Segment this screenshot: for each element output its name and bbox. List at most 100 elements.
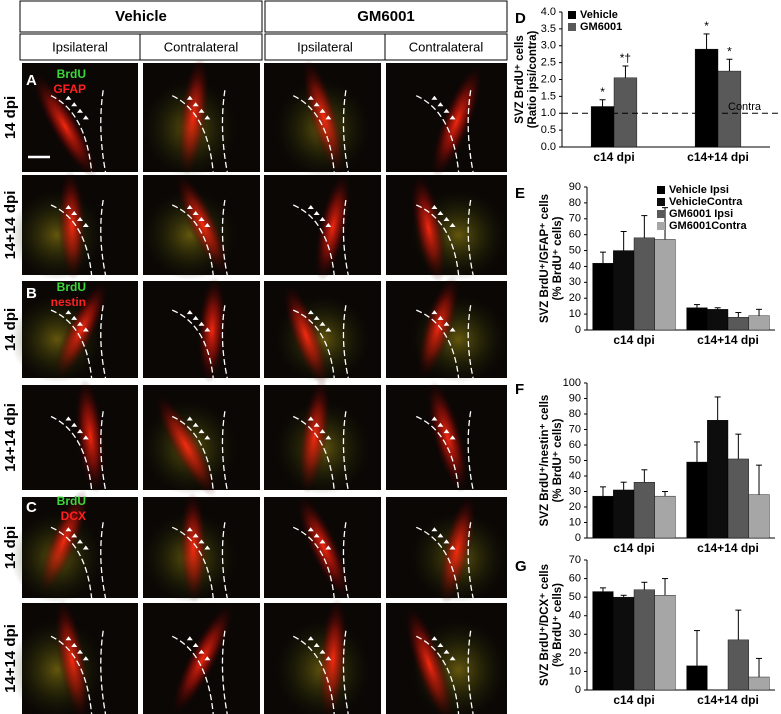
arrowhead	[204, 545, 211, 550]
arrowhead	[192, 211, 199, 215]
ventricle-stain	[155, 395, 217, 497]
ventricle-stain	[57, 170, 86, 281]
panel-letter: F	[515, 381, 524, 398]
y-tick-label: 0.0	[541, 141, 556, 153]
bar	[613, 77, 638, 148]
y-tick-label: 80	[569, 197, 581, 209]
arrowhead	[82, 223, 89, 227]
ventricle-outline	[50, 90, 107, 173]
arrowhead	[186, 205, 193, 209]
y-tick-label: 4.0	[541, 6, 556, 18]
group-header: Vehicle	[115, 8, 167, 25]
bar	[633, 482, 655, 539]
ventricle-outline	[415, 90, 474, 173]
side-header: Contralateral	[409, 39, 484, 54]
arrowhead	[82, 545, 89, 550]
legend-swatch	[568, 23, 576, 31]
arrowhead	[77, 108, 83, 113]
arrowhead	[431, 95, 438, 100]
y-tick-label: 20	[569, 292, 581, 304]
y-tick-label: 1.5	[541, 90, 556, 102]
bar	[748, 676, 770, 691]
bar	[694, 48, 719, 148]
bar	[613, 250, 635, 331]
ventricle-stain	[297, 495, 350, 599]
panel-letter: G	[515, 558, 527, 575]
marker-label: GFAP	[53, 82, 86, 96]
arrowhead	[319, 321, 326, 326]
ventricle-outline	[292, 90, 349, 173]
arrowhead	[82, 435, 89, 440]
ventricle-outline	[171, 411, 228, 491]
arrowhead	[198, 539, 205, 544]
bar	[727, 317, 749, 331]
arrowhead	[198, 217, 205, 221]
panel-letter: C	[26, 499, 37, 516]
arrowhead	[77, 539, 83, 544]
header-box	[19, 0, 263, 33]
marker-label: DCX	[61, 509, 86, 523]
bar	[592, 263, 614, 331]
bar	[707, 420, 729, 539]
arrowhead	[431, 416, 438, 421]
row-label: 14 dpi	[2, 308, 19, 351]
y-tick-label: 90	[569, 181, 581, 193]
y-tick-label: 30	[569, 628, 581, 640]
bar	[686, 665, 708, 691]
bar	[686, 461, 708, 539]
arrowhead	[437, 315, 444, 320]
bar	[633, 589, 655, 691]
row-label: 14 dpi	[2, 526, 19, 569]
arrowhead	[449, 327, 456, 332]
arrowhead	[186, 416, 193, 421]
ventricle-outline	[50, 522, 107, 599]
y-tick-label: 40	[569, 610, 581, 622]
side-header-box	[139, 33, 263, 61]
arrowhead	[325, 435, 332, 440]
ventricle-stain	[427, 381, 469, 494]
y-tick-label: 2.0	[541, 73, 556, 85]
arrowhead	[77, 649, 83, 654]
y-tick-label: 20	[569, 501, 581, 513]
y-axis-label: (Ratio ipsi/contra)	[527, 30, 539, 128]
row-label: 14+14 dpi	[2, 191, 19, 260]
arrowhead	[443, 539, 450, 544]
arrowhead	[192, 102, 199, 107]
ventricle-stain	[314, 173, 351, 282]
arrowhead	[449, 656, 456, 661]
legend-swatch	[657, 198, 665, 206]
arrowhead	[65, 310, 72, 315]
ventricle-stain	[405, 606, 454, 714]
arrowhead	[65, 527, 72, 532]
arrowhead	[307, 205, 314, 209]
ventricle-stain	[318, 598, 348, 714]
y-tick-label: 3.0	[541, 40, 556, 52]
y-tick-label: 0	[575, 684, 581, 696]
arrowhead	[204, 327, 211, 332]
significance-mark: *	[600, 85, 605, 99]
arrowhead	[431, 527, 438, 532]
arrowhead	[186, 636, 193, 641]
arrowhead	[443, 429, 450, 434]
ventricle-stain	[75, 378, 106, 494]
arrowhead	[431, 205, 438, 209]
marker-label: BrdU	[57, 494, 86, 508]
y-tick-label: 30	[569, 276, 581, 288]
arrowhead	[313, 642, 320, 647]
significance-mark: *	[727, 44, 732, 58]
ventricle-stain	[176, 174, 230, 275]
arrowhead	[449, 545, 456, 550]
ventricle-outline	[50, 199, 107, 276]
group-header: GM6001	[357, 8, 415, 25]
arrowhead	[77, 429, 83, 434]
arrowhead	[319, 108, 326, 113]
y-axis-label: SVZ BrdU⁺/GFAP⁺ cells	[539, 194, 551, 323]
x-tick-label: c14 dpi	[613, 693, 654, 707]
arrowhead	[307, 636, 314, 641]
ventricle-outline	[293, 305, 349, 379]
y-tick-label: 3.5	[541, 23, 556, 35]
header-box	[264, 0, 508, 33]
ventricle-stain	[54, 281, 108, 379]
tissue-glow	[10, 190, 104, 280]
